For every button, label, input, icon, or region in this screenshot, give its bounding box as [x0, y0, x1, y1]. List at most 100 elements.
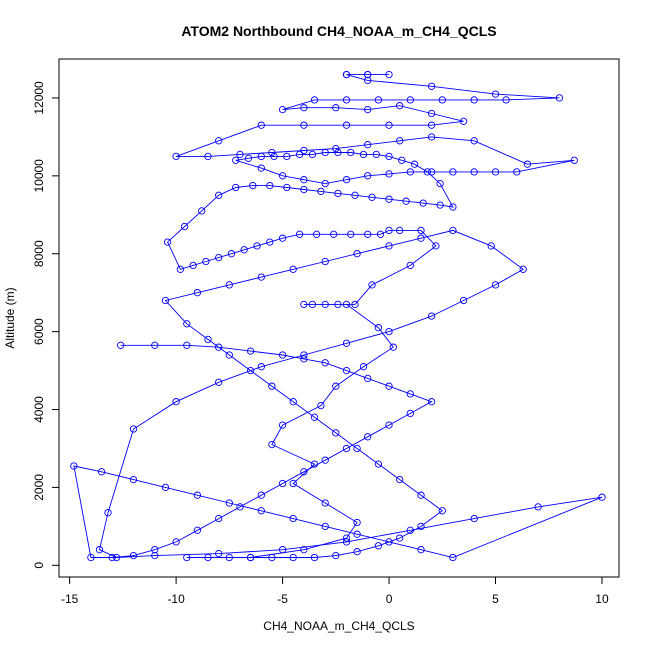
data-point — [406, 526, 414, 534]
data-point — [534, 503, 542, 511]
data-point — [321, 148, 329, 157]
data-point — [246, 553, 255, 562]
data-point — [204, 553, 212, 562]
data-point — [513, 168, 521, 176]
data-point — [172, 152, 180, 161]
x-tick-label: -10 — [167, 592, 185, 606]
data-point — [204, 335, 212, 344]
data-point — [225, 351, 233, 359]
data-point — [410, 160, 419, 168]
data-point — [406, 168, 414, 176]
data-point — [427, 168, 436, 176]
series-line — [73, 229, 603, 558]
data-point — [117, 341, 125, 349]
data-point — [300, 185, 308, 194]
data-point — [417, 546, 425, 554]
data-point — [374, 542, 383, 550]
data-point — [257, 507, 265, 515]
data-point — [491, 168, 500, 176]
x-tick-label: -5 — [277, 592, 288, 606]
data-point — [406, 409, 414, 418]
data-point — [308, 150, 317, 159]
data-point — [374, 324, 383, 332]
data-point — [438, 507, 446, 515]
data-point — [351, 191, 359, 199]
data-point — [321, 257, 329, 266]
data-point — [295, 230, 304, 238]
data-point — [396, 226, 404, 235]
data-point — [334, 300, 342, 309]
data-point — [295, 150, 304, 159]
data-point — [347, 230, 355, 238]
data-point — [183, 320, 191, 328]
data-point — [459, 296, 468, 305]
data-point — [300, 300, 308, 309]
data-point — [300, 351, 308, 359]
data-point — [353, 250, 361, 258]
data-point — [374, 460, 383, 468]
data-point — [151, 341, 159, 349]
data-point — [342, 534, 351, 542]
data-point — [406, 390, 414, 398]
data-point — [317, 401, 325, 410]
data-point — [330, 230, 338, 238]
data-point — [342, 70, 351, 79]
data-point — [215, 514, 223, 523]
data-point — [236, 503, 244, 511]
data-point — [215, 343, 223, 351]
data-point — [470, 168, 478, 176]
data-point — [334, 148, 342, 157]
y-axis-label: Altitude (m) — [3, 287, 17, 348]
data-point — [244, 154, 253, 162]
data-point — [283, 183, 291, 192]
data-point — [364, 141, 372, 149]
data-point — [232, 183, 240, 192]
data-point — [385, 195, 393, 203]
data-point — [449, 203, 457, 211]
data-point — [491, 90, 500, 98]
data-point — [368, 281, 376, 289]
data-point — [570, 156, 578, 164]
data-point — [385, 327, 393, 336]
y-tick-label: 0 — [32, 562, 46, 569]
x-tick-label: 5 — [492, 592, 499, 606]
data-point — [268, 382, 276, 390]
chart-title: ATOM2 Northbound CH4_NOAA_m_CH4_QCLS — [181, 23, 496, 39]
data-point — [268, 148, 276, 157]
y-tick-label: 10000 — [32, 159, 46, 193]
data-point — [427, 109, 436, 118]
data-point — [342, 366, 351, 375]
data-point — [347, 148, 355, 157]
data-point — [215, 191, 223, 199]
data-point — [253, 242, 261, 250]
data-point — [396, 534, 404, 542]
data-point — [129, 425, 138, 433]
data-point — [257, 121, 265, 129]
data-point — [289, 398, 297, 406]
data-point — [364, 76, 372, 85]
data-point — [204, 152, 212, 161]
data-point — [129, 475, 138, 484]
data-point — [70, 462, 78, 470]
data-point — [342, 176, 351, 184]
data-point — [172, 538, 180, 546]
data-point — [183, 341, 191, 349]
data-point — [321, 179, 329, 188]
data-point — [189, 261, 197, 270]
data-point — [321, 300, 329, 309]
data-point — [332, 382, 340, 390]
y-tick-label: 6000 — [32, 318, 46, 345]
data-point — [310, 553, 319, 562]
data-point — [449, 553, 457, 562]
data-point — [502, 96, 510, 104]
data-point — [449, 226, 457, 235]
data-point — [449, 168, 457, 176]
data-point — [436, 201, 444, 209]
data-point — [427, 133, 436, 141]
data-point — [519, 265, 527, 273]
data-point — [417, 226, 425, 235]
data-point — [151, 551, 159, 560]
data-point — [266, 181, 274, 190]
data-point — [364, 433, 372, 441]
data-point — [385, 170, 393, 178]
